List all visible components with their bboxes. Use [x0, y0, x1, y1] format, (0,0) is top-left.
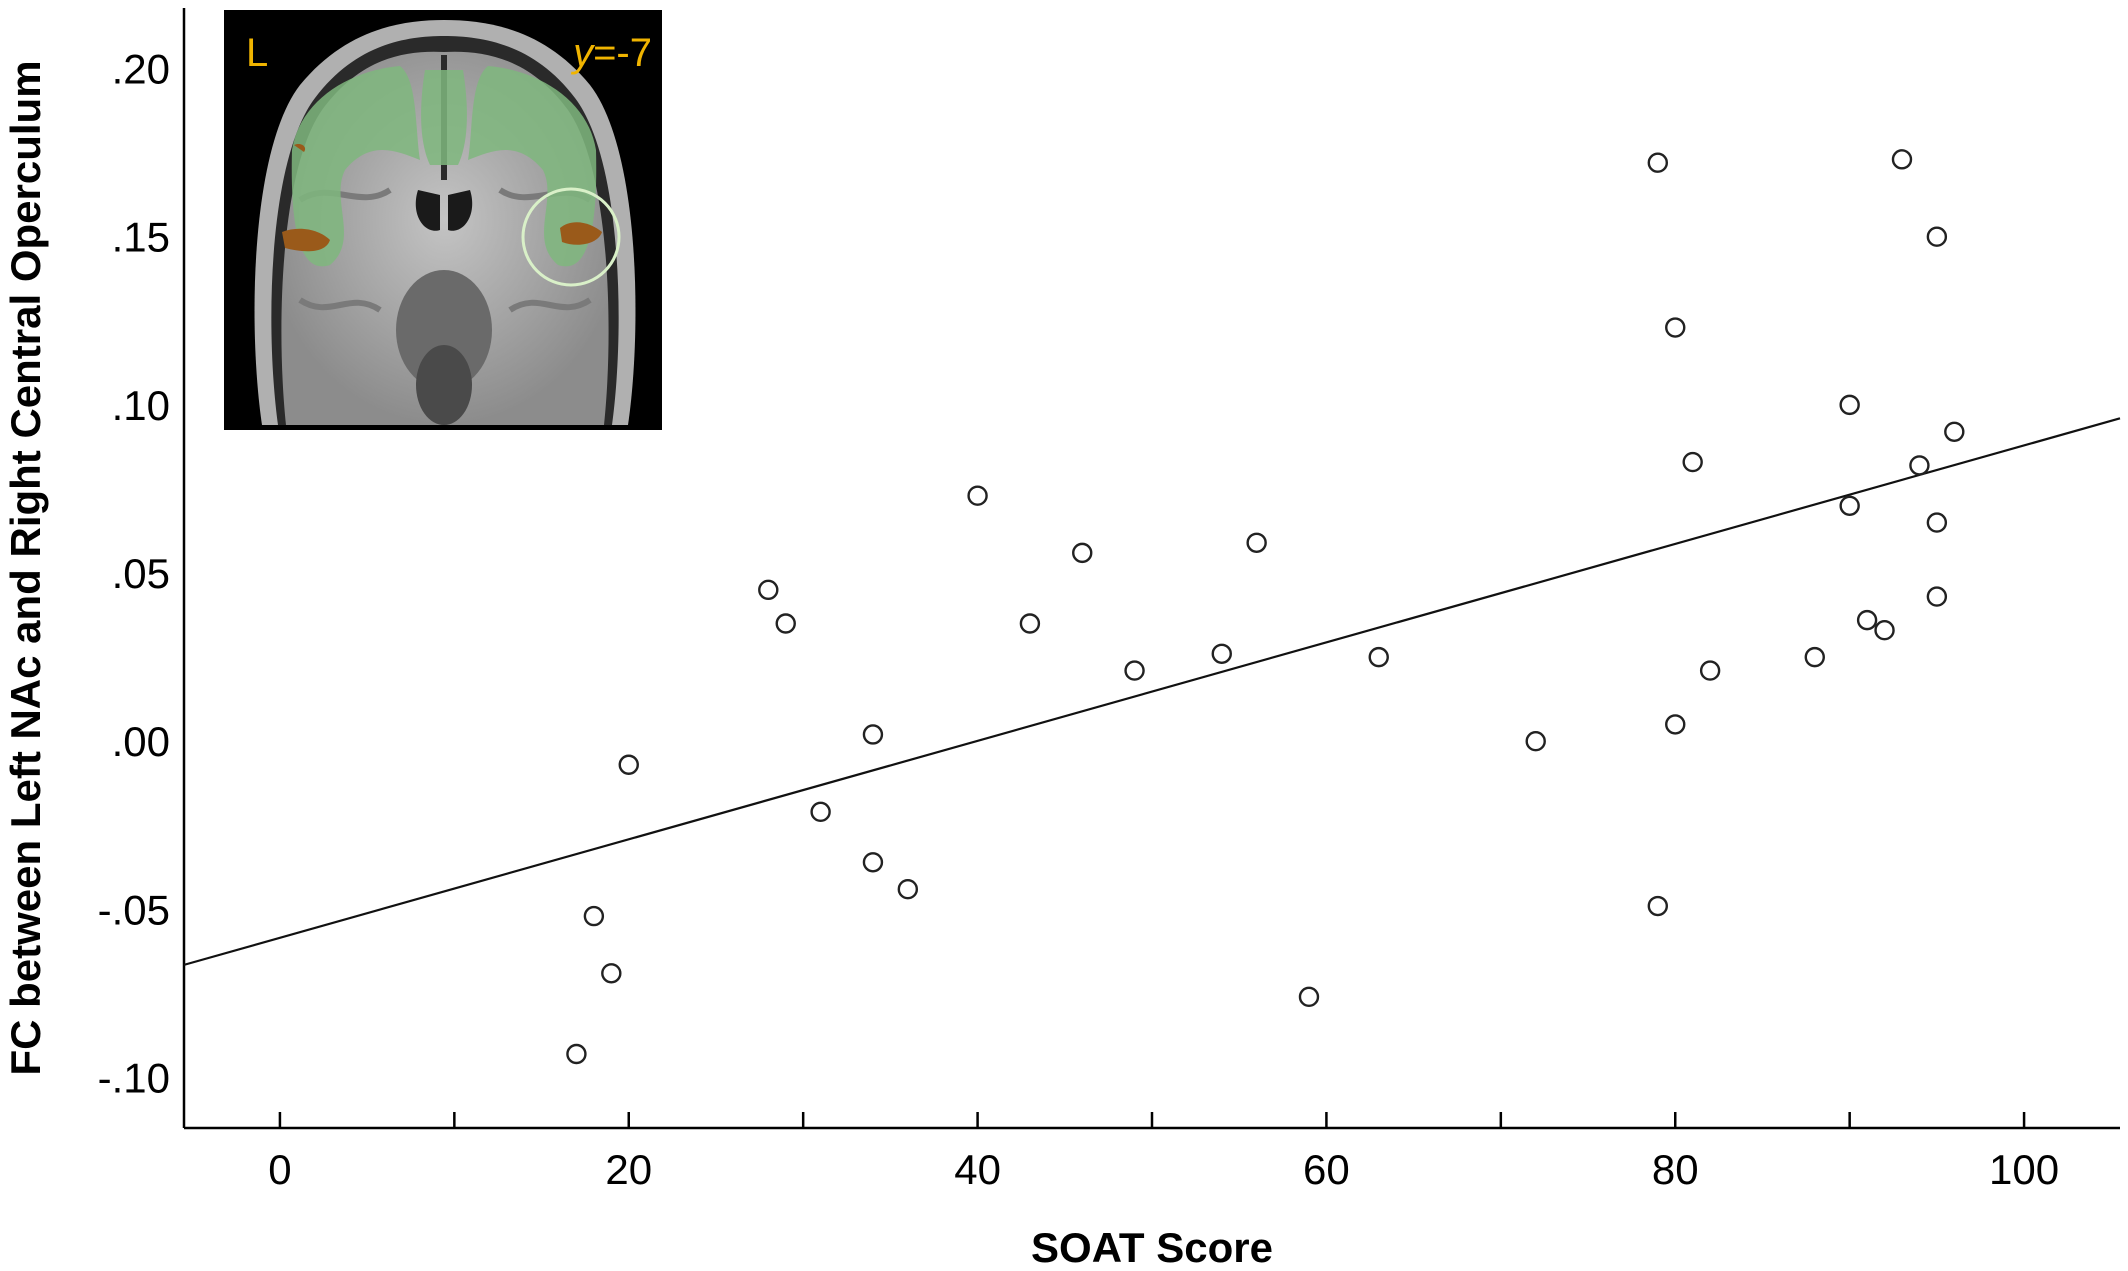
data-point: [1647, 152, 1669, 173]
y-tick-label: -.10: [98, 1055, 170, 1102]
lower-structures: [396, 270, 492, 390]
cluster-left-small: [294, 143, 306, 152]
data-point: [583, 905, 605, 927]
data-point: [618, 754, 639, 775]
data-point: [566, 1043, 587, 1065]
data-point: [1665, 317, 1686, 338]
data-point: [1665, 714, 1686, 735]
regression-line: [183, 417, 2121, 966]
data-point: [1944, 421, 1965, 442]
x-tick-label: 100: [1989, 1146, 2059, 1193]
x-axis-title: SOAT Score: [1031, 1224, 1273, 1271]
green-overlay-right: [468, 66, 597, 267]
data-point: [1211, 643, 1232, 664]
x-ticks: 0 20 40 60 80 100: [268, 1112, 2059, 1193]
cluster-right: [560, 222, 602, 245]
green-overlay-left: [291, 66, 420, 267]
data-point: [1072, 542, 1093, 564]
cluster-left: [282, 228, 330, 252]
data-point: [1682, 451, 1703, 473]
data-point: [1874, 620, 1895, 641]
y-tick-label: -.05: [98, 886, 170, 933]
data-point: [897, 879, 919, 900]
y-ticks: -.10 -.05 .00 .05 .10 .15 .20: [98, 46, 170, 1102]
data-point: [862, 852, 884, 873]
data-point: [1647, 895, 1669, 917]
x-tick-label: 20: [605, 1146, 652, 1193]
data-point: [810, 801, 831, 823]
data-point: [1926, 512, 1948, 533]
data-point: [758, 579, 779, 601]
data-point: [967, 485, 988, 506]
y-tick-label: .05: [112, 550, 170, 597]
x-tick-label: 80: [1652, 1146, 1699, 1193]
brain-inset-image: L y=-7: [224, 10, 662, 430]
data-points: [566, 149, 1965, 1065]
data-point: [1298, 986, 1320, 1008]
data-point: [1839, 394, 1860, 416]
y-tick-label: .20: [112, 46, 170, 93]
data-point: [1804, 646, 1825, 668]
data-point: [1699, 660, 1721, 681]
data-point: [1891, 149, 1913, 170]
x-tick-label: 0: [268, 1146, 291, 1193]
green-overlay-center: [421, 70, 467, 165]
ventricles: [415, 190, 473, 231]
data-point: [775, 613, 796, 634]
y-tick-label: .10: [112, 382, 170, 429]
data-point: [1856, 609, 1878, 631]
data-point: [1124, 660, 1145, 681]
data-point: [1525, 731, 1546, 752]
data-point: [601, 963, 622, 984]
x-tick-label: 60: [1303, 1146, 1350, 1193]
data-point: [1926, 586, 1948, 607]
data-point: [1926, 226, 1948, 247]
data-point: [862, 724, 884, 745]
inset-side-label: L: [246, 31, 268, 75]
data-point: [1246, 532, 1267, 553]
data-point: [1839, 495, 1860, 516]
brainstem: [416, 345, 472, 425]
data-point: [1019, 613, 1041, 634]
inset-slice-label: y=-7: [570, 31, 652, 75]
y-axis-title: FC between Left NAc and Right Central Op…: [2, 60, 49, 1075]
y-tick-label: .00: [112, 718, 170, 765]
x-tick-label: 40: [954, 1146, 1001, 1193]
data-point: [1909, 455, 1930, 476]
highlight-circle: [521, 187, 621, 287]
y-tick-label: .15: [112, 214, 170, 261]
data-point: [1368, 646, 1389, 668]
